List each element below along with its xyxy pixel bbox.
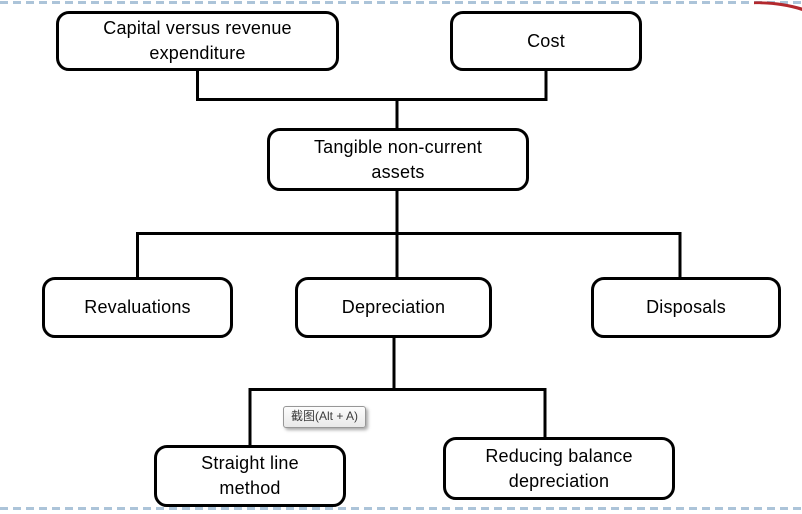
node-reducing-balance-depreciation[interactable]: Reducing balance depreciation — [443, 437, 675, 500]
screenshot-tooltip: 截图(Alt + A) — [283, 406, 367, 428]
node-depreciation[interactable]: Depreciation — [295, 277, 492, 338]
node-capital-vs-revenue[interactable]: Capital versus revenue expenditure — [56, 11, 339, 71]
node-revaluations[interactable]: Revaluations — [42, 277, 233, 338]
edge-depreciation-to-methods — [248, 388, 547, 445]
node-straight-line-method[interactable]: Straight line method — [154, 445, 346, 507]
node-tangible-non-current-assets[interactable]: Tangible non-current assets — [267, 128, 529, 191]
edge-capital-cost-join — [196, 71, 548, 101]
edge-tangible-to-revaluations-disposals — [136, 232, 682, 277]
bottom-dashed-guide — [0, 507, 802, 510]
node-disposals[interactable]: Disposals — [591, 277, 781, 338]
node-cost[interactable]: Cost — [450, 11, 642, 71]
top-dashed-guide — [0, 1, 802, 4]
